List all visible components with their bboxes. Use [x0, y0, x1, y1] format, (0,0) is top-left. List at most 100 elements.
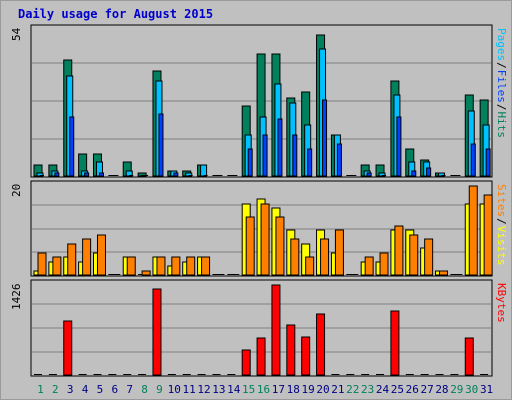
- visits-panel-bar-sites-3: [67, 243, 77, 276]
- visits-panel-bar-sites-24: [379, 252, 389, 276]
- x-tick-label-day-19: 19: [301, 383, 314, 396]
- kbytes-panel-bar-kbytes-19: [301, 336, 311, 376]
- kbytes-panel-bar-kbytes-26: [405, 374, 414, 375]
- kbytes-panel-bar-kbytes-15: [241, 349, 251, 376]
- legend-hits: Hits: [495, 111, 508, 139]
- kbytes-panel-bar-kbytes-8: [138, 374, 147, 375]
- hits-panel-bar-pages-24: [382, 175, 387, 176]
- visits-panel-bar-sites-2: [52, 256, 62, 276]
- hits-panel-bar-pages-18: [292, 134, 298, 177]
- hits-panel-bar-pages-11: [188, 175, 193, 176]
- hits-panel-legend: Pages/Files/Hits: [495, 27, 508, 139]
- hits-panel-bar-pages-8: [144, 175, 149, 176]
- visits-panel-bar-sites-31: [483, 194, 493, 276]
- x-tick-label-day-22: 22: [346, 383, 359, 396]
- x-tick-label-day-16: 16: [257, 383, 270, 396]
- kbytes-panel-bar-kbytes-3: [63, 320, 73, 376]
- x-tick-label-day-17: 17: [272, 383, 285, 396]
- hits-panel-bar-pages-10: [173, 172, 179, 177]
- hits-panel-bar-pages-20: [322, 99, 328, 177]
- hits-panel-ymax-label: 54: [10, 27, 23, 41]
- kbytes-panel-bar-kbytes-31: [480, 374, 489, 375]
- visits-panel-bar-sites-4: [82, 238, 92, 276]
- x-tick-label-day-30: 30: [465, 383, 478, 396]
- visits-panel-bar-sites-11: [186, 256, 196, 276]
- kbytes-panel-bar-kbytes-30: [464, 337, 474, 376]
- kbytes-panel-bar-kbytes-20: [316, 313, 326, 376]
- kbytes-panel-bar-kbytes-13: [212, 374, 221, 375]
- hits-panel-bar-pages-28: [441, 175, 446, 176]
- hits-panel-bar-pages-12: [203, 175, 208, 176]
- legend-separator: /: [495, 218, 508, 225]
- x-tick-label-day-23: 23: [361, 383, 374, 396]
- visits-panel-ymax-label: 20: [10, 183, 23, 197]
- visits-panel-bar-sites-1: [37, 252, 47, 276]
- kbytes-panel-bar-kbytes-5: [93, 374, 102, 375]
- x-tick-label-day-26: 26: [406, 383, 419, 396]
- visits-panel-bar-sites-23: [364, 256, 374, 276]
- hits-panel-bar-pages-6: [114, 175, 119, 176]
- visits-panel-bar-sites-26: [409, 234, 419, 276]
- kbytes-panel-bar-kbytes-27: [420, 374, 429, 375]
- x-tick-label-day-27: 27: [420, 383, 433, 396]
- hits-panel-bar-pages-31: [485, 148, 491, 177]
- visits-panel-bar-sites-17: [275, 216, 285, 276]
- kbytes-panel-bar-kbytes-12: [197, 374, 206, 375]
- visits-panel-bar-sites-16: [260, 203, 270, 276]
- hits-panel-bar-pages-17: [277, 118, 283, 177]
- hits-panel-bar-pages-19: [307, 148, 313, 177]
- visits-panel-bar-sites-22: [350, 274, 359, 275]
- hits-panel-bar-pages-4: [84, 172, 90, 177]
- hits-panel-bar-pages-13: [218, 175, 223, 176]
- visits-panel-bar-sites-13: [216, 274, 225, 275]
- visits-panel-bar-sites-27: [424, 238, 434, 276]
- x-tick-label-day-28: 28: [435, 383, 448, 396]
- hits-panel-bar-pages-14: [233, 175, 238, 176]
- x-tick-label-day-14: 14: [227, 383, 241, 396]
- kbytes-panel-bar-kbytes-2: [48, 374, 57, 375]
- x-tick-label-day-11: 11: [183, 383, 196, 396]
- visits-panel-bar-sites-28: [439, 270, 449, 276]
- visits-panel-bar-sites-15: [245, 216, 255, 276]
- legend-kbytes: KBytes: [495, 283, 508, 323]
- x-tick-label-day-8: 8: [141, 383, 148, 396]
- x-tick-label-day-7: 7: [126, 383, 133, 396]
- legend-pages: Pages: [495, 28, 508, 62]
- visits-panel-bar-sites-7: [126, 256, 136, 276]
- x-tick-label-day-21: 21: [331, 383, 344, 396]
- x-tick-label-day-2: 2: [52, 383, 59, 396]
- visits-panel-bar-sites-10: [171, 256, 181, 276]
- legend-sites: Sites: [495, 184, 508, 218]
- x-tick-label-day-5: 5: [97, 383, 104, 396]
- visits-panel-legend: Sites/Visits: [495, 183, 508, 267]
- kbytes-panel-bar-kbytes-17: [271, 284, 281, 376]
- kbytes-panel-bar-kbytes-14: [227, 374, 236, 375]
- x-tick-label-day-29: 29: [450, 383, 463, 396]
- kbytes-panel-bar-kbytes-25: [390, 310, 400, 376]
- hits-panel-bar-pages-22: [352, 175, 357, 176]
- hits-panel-bar-pages-3: [69, 116, 75, 177]
- hits-panel-bar-files-12: [200, 164, 208, 177]
- x-tick-label-day-24: 24: [376, 383, 390, 396]
- x-tick-label-day-13: 13: [212, 383, 225, 396]
- x-tick-label-day-12: 12: [197, 383, 210, 396]
- kbytes-panel-bar-kbytes-16: [256, 337, 266, 376]
- x-tick-label-day-4: 4: [82, 383, 89, 396]
- hits-panel-bar-pages-15: [247, 148, 253, 177]
- legend-separator: /: [495, 62, 508, 69]
- x-tick-label-day-15: 15: [242, 383, 255, 396]
- x-tick-label-day-18: 18: [287, 383, 300, 396]
- x-tick-label-day-10: 10: [168, 383, 181, 396]
- kbytes-panel-bar-kbytes-21: [331, 374, 340, 375]
- visits-panel-bar-sites-20: [320, 238, 330, 276]
- hits-panel-bar-pages-5: [98, 172, 104, 177]
- x-tick-label-day-1: 1: [37, 383, 44, 396]
- kbytes-panel-bar-kbytes-7: [123, 374, 132, 375]
- kbytes-panel-bar-kbytes-22: [346, 374, 355, 375]
- visits-panel-bar-sites-25: [394, 225, 404, 276]
- x-tick-label-day-6: 6: [111, 383, 118, 396]
- visits-panel-bar-sites-14: [231, 274, 240, 275]
- visits-panel-bar-sites-8: [141, 270, 151, 276]
- hits-panel-bar-pages-26: [411, 170, 417, 177]
- kbytes-panel-bar-kbytes-24: [376, 374, 385, 375]
